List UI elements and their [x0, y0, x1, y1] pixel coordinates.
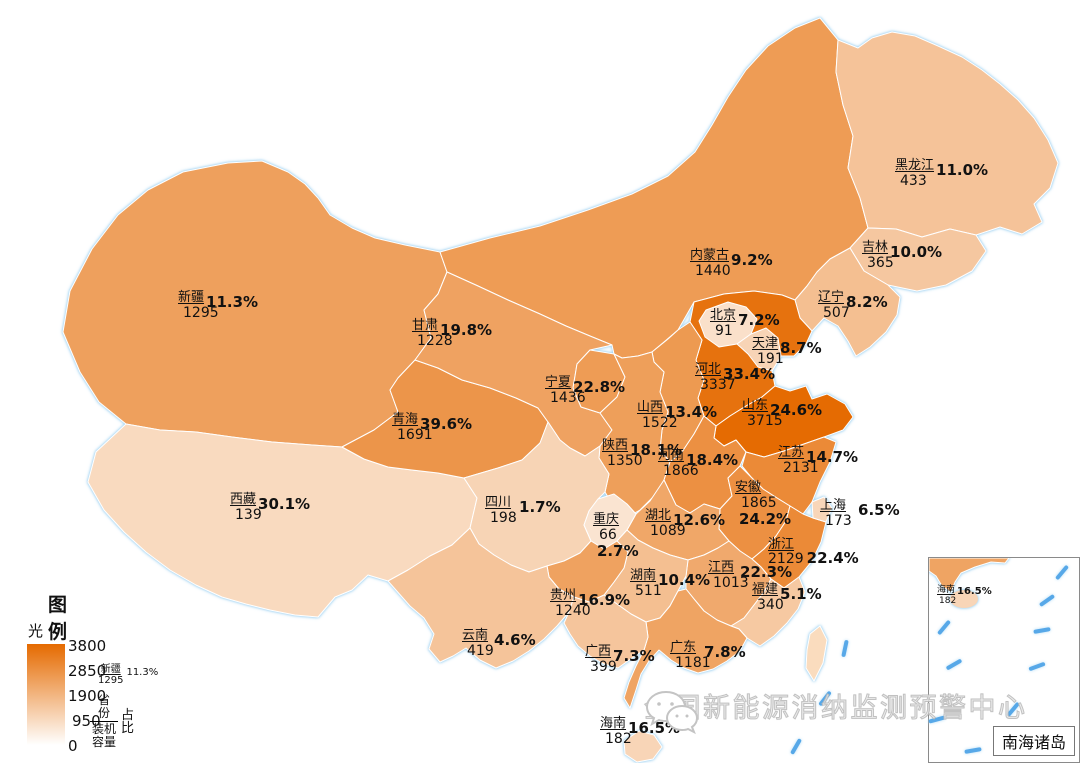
label-sichuan: 四川 1.7% 198: [485, 495, 561, 526]
label-henan: 河南 18.4% 1866: [658, 448, 739, 479]
label-jiangxi: 江西 22.3% 1013: [708, 560, 793, 591]
legend-tick: 0: [68, 737, 78, 755]
label-guizhou: 贵州 16.9% 1240: [550, 588, 631, 619]
label-shaanxi: 陕西 18.1% 1350: [602, 438, 683, 469]
label-jiangsu: 江苏 14.7% 2131: [778, 445, 859, 476]
label-xizang: 西藏 30.1% 139: [230, 492, 311, 523]
province-liaoning: [794, 247, 901, 357]
legend-tick: 950: [72, 712, 101, 730]
south-china-sea-inset: 海南 16.5% 182 南海诸岛: [928, 557, 1080, 763]
label-xinjiang: 新疆 11.3% 1295: [178, 290, 259, 321]
legend-tick: 3800: [68, 637, 107, 655]
legend-gradient-bar: [27, 644, 65, 745]
label-zhejiang: 浙江 2129 22.4%: [768, 537, 859, 567]
inset-hainan-label: 海南 16.5% 182: [937, 585, 992, 606]
label-tianjin: 天津 8.7% 191: [752, 336, 822, 367]
label-anhui: 安徽 1865 24.2%: [735, 480, 792, 528]
region-taiwan: [805, 625, 828, 682]
province-shapes: [62, 17, 1059, 763]
province-heilongjiang: [835, 31, 1059, 238]
label-ningxia: 宁夏 22.8% 1436: [545, 375, 626, 406]
province-fujian: [730, 576, 806, 647]
province-tianjin: [736, 327, 782, 372]
nanhai-islands-label: 南海诸岛: [992, 726, 1075, 756]
label-hainan: 海南 16.5% 182: [600, 716, 681, 747]
label-heilongjiang: 黑龙江 11.0% 433: [895, 158, 989, 189]
label-shanxi: 山西 13.4% 1522: [637, 400, 718, 431]
label-qinghai: 青海 39.6% 1691: [392, 412, 473, 443]
province-shanghai: [811, 496, 833, 523]
label-jilin: 吉林 10.0% 365: [862, 240, 943, 271]
label-hebei: 河北 33.4% 3337: [695, 362, 776, 393]
label-yunnan: 云南 4.6% 419: [462, 628, 536, 659]
label-guangdong: 广东 7.8% 1181: [670, 640, 746, 671]
label-hunan: 湖南 10.4% 511: [630, 568, 711, 599]
label-fujian: 福建 5.1% 340: [752, 582, 822, 613]
watermark: 全国新能源消纳监测预警中心: [644, 686, 1028, 735]
legend-title: 图 例: [48, 594, 70, 643]
label-chongqing: 重庆 66 2.7%: [593, 512, 639, 560]
legend-tick: 1900: [68, 687, 107, 705]
label-neimenggu: 内蒙古 9.2% 1440: [690, 248, 773, 279]
legend-key: 省份 装机容量 占比: [90, 693, 135, 749]
label-guangxi: 广西 7.3% 399: [585, 644, 655, 675]
inset-mainland-coast: [929, 558, 1010, 593]
inset-map: [929, 558, 1010, 608]
province-guangdong: [623, 588, 748, 709]
legend-example: 新疆 1295 11.3%: [98, 664, 159, 686]
province-hainan: [623, 730, 663, 763]
legend-tick: 2850: [68, 662, 107, 680]
label-shanghai: 上海 6.5% 173: [820, 498, 900, 529]
label-beijing: 北京 7.2% 91: [710, 308, 780, 339]
label-gansu: 甘肃 19.8% 1228: [412, 318, 493, 349]
inset-hainan-island: [950, 590, 978, 608]
label-hubei: 湖北 12.6% 1089: [645, 508, 726, 539]
watermark-text: 全国新能源消纳监测预警中心: [644, 693, 1028, 725]
label-shandong: 山东 24.6% 3715: [742, 398, 823, 429]
province-guangxi: [563, 594, 649, 669]
province-yunnan: [387, 527, 575, 669]
wechat-icon: [645, 690, 699, 735]
label-liaoning: 辽宁 8.2% 507: [818, 290, 888, 321]
